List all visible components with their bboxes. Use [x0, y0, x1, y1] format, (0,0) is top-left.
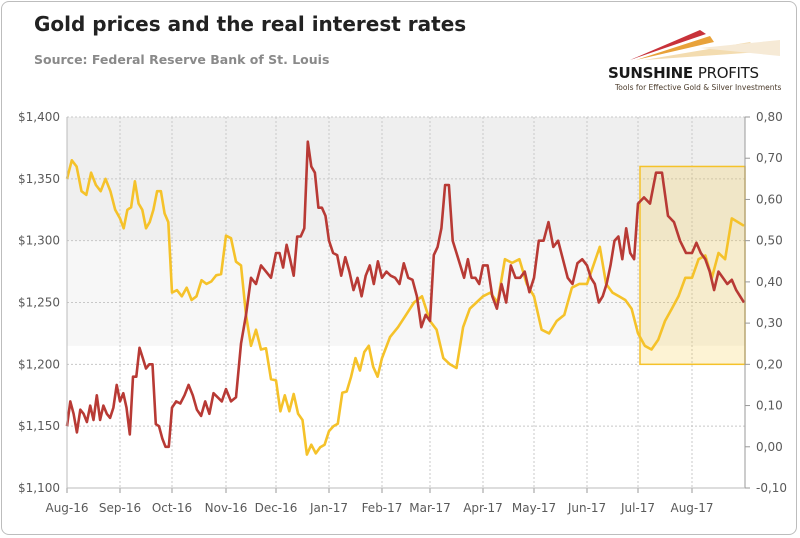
x-axis-tick-label: Feb-17	[362, 501, 403, 515]
logo-name-light: PROFITS	[697, 64, 759, 82]
right-axis-tick-label: 0,20	[756, 357, 783, 371]
x-axis-tick-label: Jul-17	[620, 501, 655, 515]
left-axis-tick-label: $1,400	[18, 110, 60, 124]
x-axis-tick-label: Sep-16	[99, 501, 141, 515]
x-axis-tick-label: Jan-17	[309, 501, 348, 515]
right-axis-tick-label: 0,00	[756, 440, 783, 454]
left-axis-tick-label: $1,150	[18, 419, 60, 433]
right-axis-tick-label: 0,30	[756, 316, 783, 330]
x-axis-tick-label: Jun-17	[567, 501, 606, 515]
x-axis-tick-label: Aug-17	[670, 501, 713, 515]
right-axis-tick-label: 0,60	[756, 192, 783, 206]
x-axis-tick-label: Nov-16	[205, 501, 248, 515]
x-axis-tick-label: Mar-17	[409, 501, 450, 515]
left-axis-tick-label: $1,200	[18, 357, 60, 371]
sunrays-icon	[630, 30, 780, 60]
left-axis-tick-label: $1,300	[18, 234, 60, 248]
gold-price-line	[65, 159, 745, 456]
x-axis-tick-label: Apr-17	[463, 501, 503, 515]
left-axis-tick-label: $1,250	[18, 296, 60, 310]
x-axis-tick-label: Aug-16	[45, 501, 88, 515]
highlight-box	[639, 165, 746, 366]
real-interest-rate-line	[65, 140, 746, 449]
x-axis-tick-label: Oct-16	[152, 501, 192, 515]
logo-name-bold: SUNSHINE	[608, 64, 693, 82]
chart-source: Source: Federal Reserve Bank of St. Loui…	[34, 52, 330, 67]
right-axis-tick-label: -0,10	[756, 481, 787, 495]
x-axis-tick-label: May-17	[512, 501, 556, 515]
right-axis-tick-label: 0,80	[756, 110, 783, 124]
right-axis-tick-label: 0,70	[756, 151, 783, 165]
x-axis-tick-label: Dec-16	[255, 501, 298, 515]
sunshine-profits-logo: SUNSHINE PROFITS Tools for Effective Gol…	[590, 28, 790, 98]
logo-tagline: Tools for Effective Gold & Silver Invest…	[615, 83, 782, 92]
logo-name: SUNSHINE PROFITS	[608, 64, 759, 82]
right-axis-tick-label: 0,10	[756, 399, 783, 413]
left-axis-tick-label: $1,100	[18, 481, 60, 495]
chart-title: Gold prices and the real interest rates	[34, 12, 467, 36]
right-axis-tick-label: 0,50	[756, 234, 783, 248]
right-axis-tick-label: 0,40	[756, 275, 783, 289]
left-axis-tick-label: $1,350	[18, 172, 60, 186]
